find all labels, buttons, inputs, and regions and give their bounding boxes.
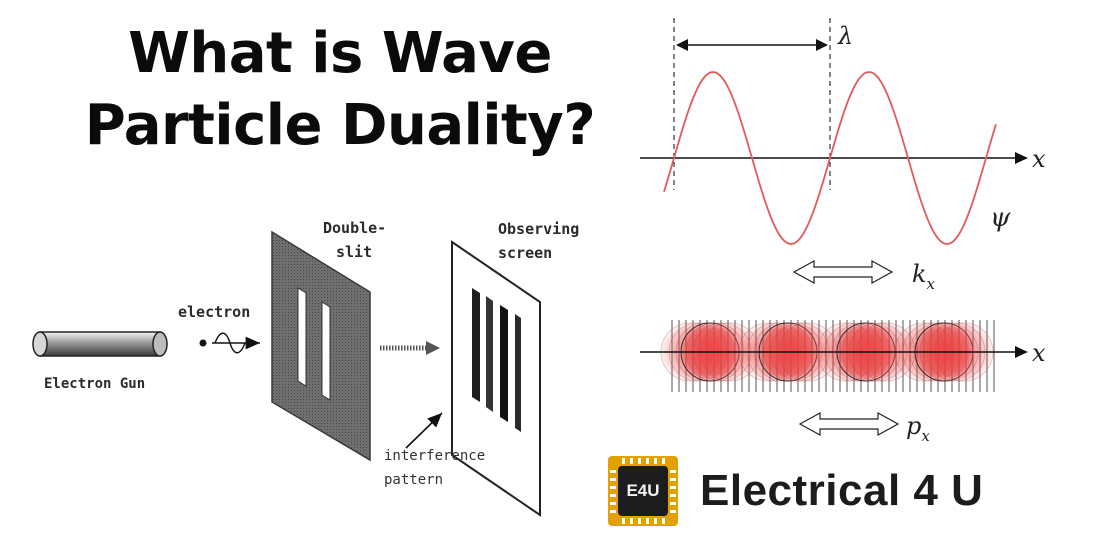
observing-screen (451, 240, 541, 517)
chip-core: E4U (618, 466, 668, 516)
chip-pin (662, 458, 665, 464)
chip-icon: E4U (608, 456, 678, 526)
chip-pin (638, 518, 641, 524)
chip-pin (646, 458, 649, 464)
chip-pin (630, 518, 633, 524)
kx-double-arrow (792, 259, 894, 285)
kx-label: kx (912, 260, 936, 293)
brand-name: Electrical 4 U (700, 466, 984, 515)
chip-pin (610, 478, 616, 481)
chip-pin (646, 518, 649, 524)
double-slit-label-2: slit (336, 243, 372, 261)
double-slit-panel (271, 230, 371, 462)
pattern-label-1: interference (384, 448, 485, 464)
chip-pin (610, 494, 616, 497)
px-double-arrow (798, 411, 900, 437)
psi-label: ψ (990, 203, 1011, 233)
pattern-label-2: pattern (384, 472, 443, 488)
chip-pin (654, 518, 657, 524)
particle-x-axis-arrow (1015, 346, 1028, 358)
chip-pin (662, 518, 665, 524)
electron-gun-label: Electron Gun (44, 376, 145, 392)
wave-x-axis-arrow (1015, 152, 1028, 164)
title-line-2: Particle Duality? (84, 93, 596, 158)
chip-pin (610, 486, 616, 489)
chip-pin (670, 494, 676, 497)
lambda-label: λ (837, 22, 853, 50)
screen-label-1: Observing (498, 220, 579, 238)
chip-pin (622, 458, 625, 464)
chip-pin (622, 518, 625, 524)
pattern-arrow (405, 412, 443, 449)
chip-pin (654, 458, 657, 464)
chip-pin (670, 502, 676, 505)
chip-pin (630, 458, 633, 464)
electron-dot (199, 339, 207, 347)
title-line-1: What is Wave (128, 21, 552, 86)
lambda-arrow (676, 39, 828, 51)
px-label: px (906, 412, 930, 445)
dotted-beam (380, 341, 440, 355)
screen-label-2: screen (498, 244, 552, 262)
page-title: What is Wave Particle Duality? (40, 18, 640, 162)
chip-pin (670, 510, 676, 513)
chip-pin (670, 486, 676, 489)
chip-pin (670, 478, 676, 481)
wave-x-label: x (1032, 145, 1046, 173)
chip-pin (610, 510, 616, 513)
chip-pin (670, 470, 676, 473)
wave-curve (663, 71, 997, 245)
chip-pin (610, 470, 616, 473)
particle-plot: x px (640, 320, 1046, 445)
particle-x-label: x (1032, 339, 1046, 367)
double-slit-label-1: Double- (323, 219, 386, 237)
brand-logo: E4U Electrical 4 U (608, 451, 983, 531)
wave-plot: λ x ψ kx (640, 18, 1046, 293)
chip-pin (610, 502, 616, 505)
electron-gun (32, 331, 168, 357)
electron-label: electron (178, 303, 250, 321)
electron-wave-icon (212, 332, 260, 354)
chip-pin (638, 458, 641, 464)
